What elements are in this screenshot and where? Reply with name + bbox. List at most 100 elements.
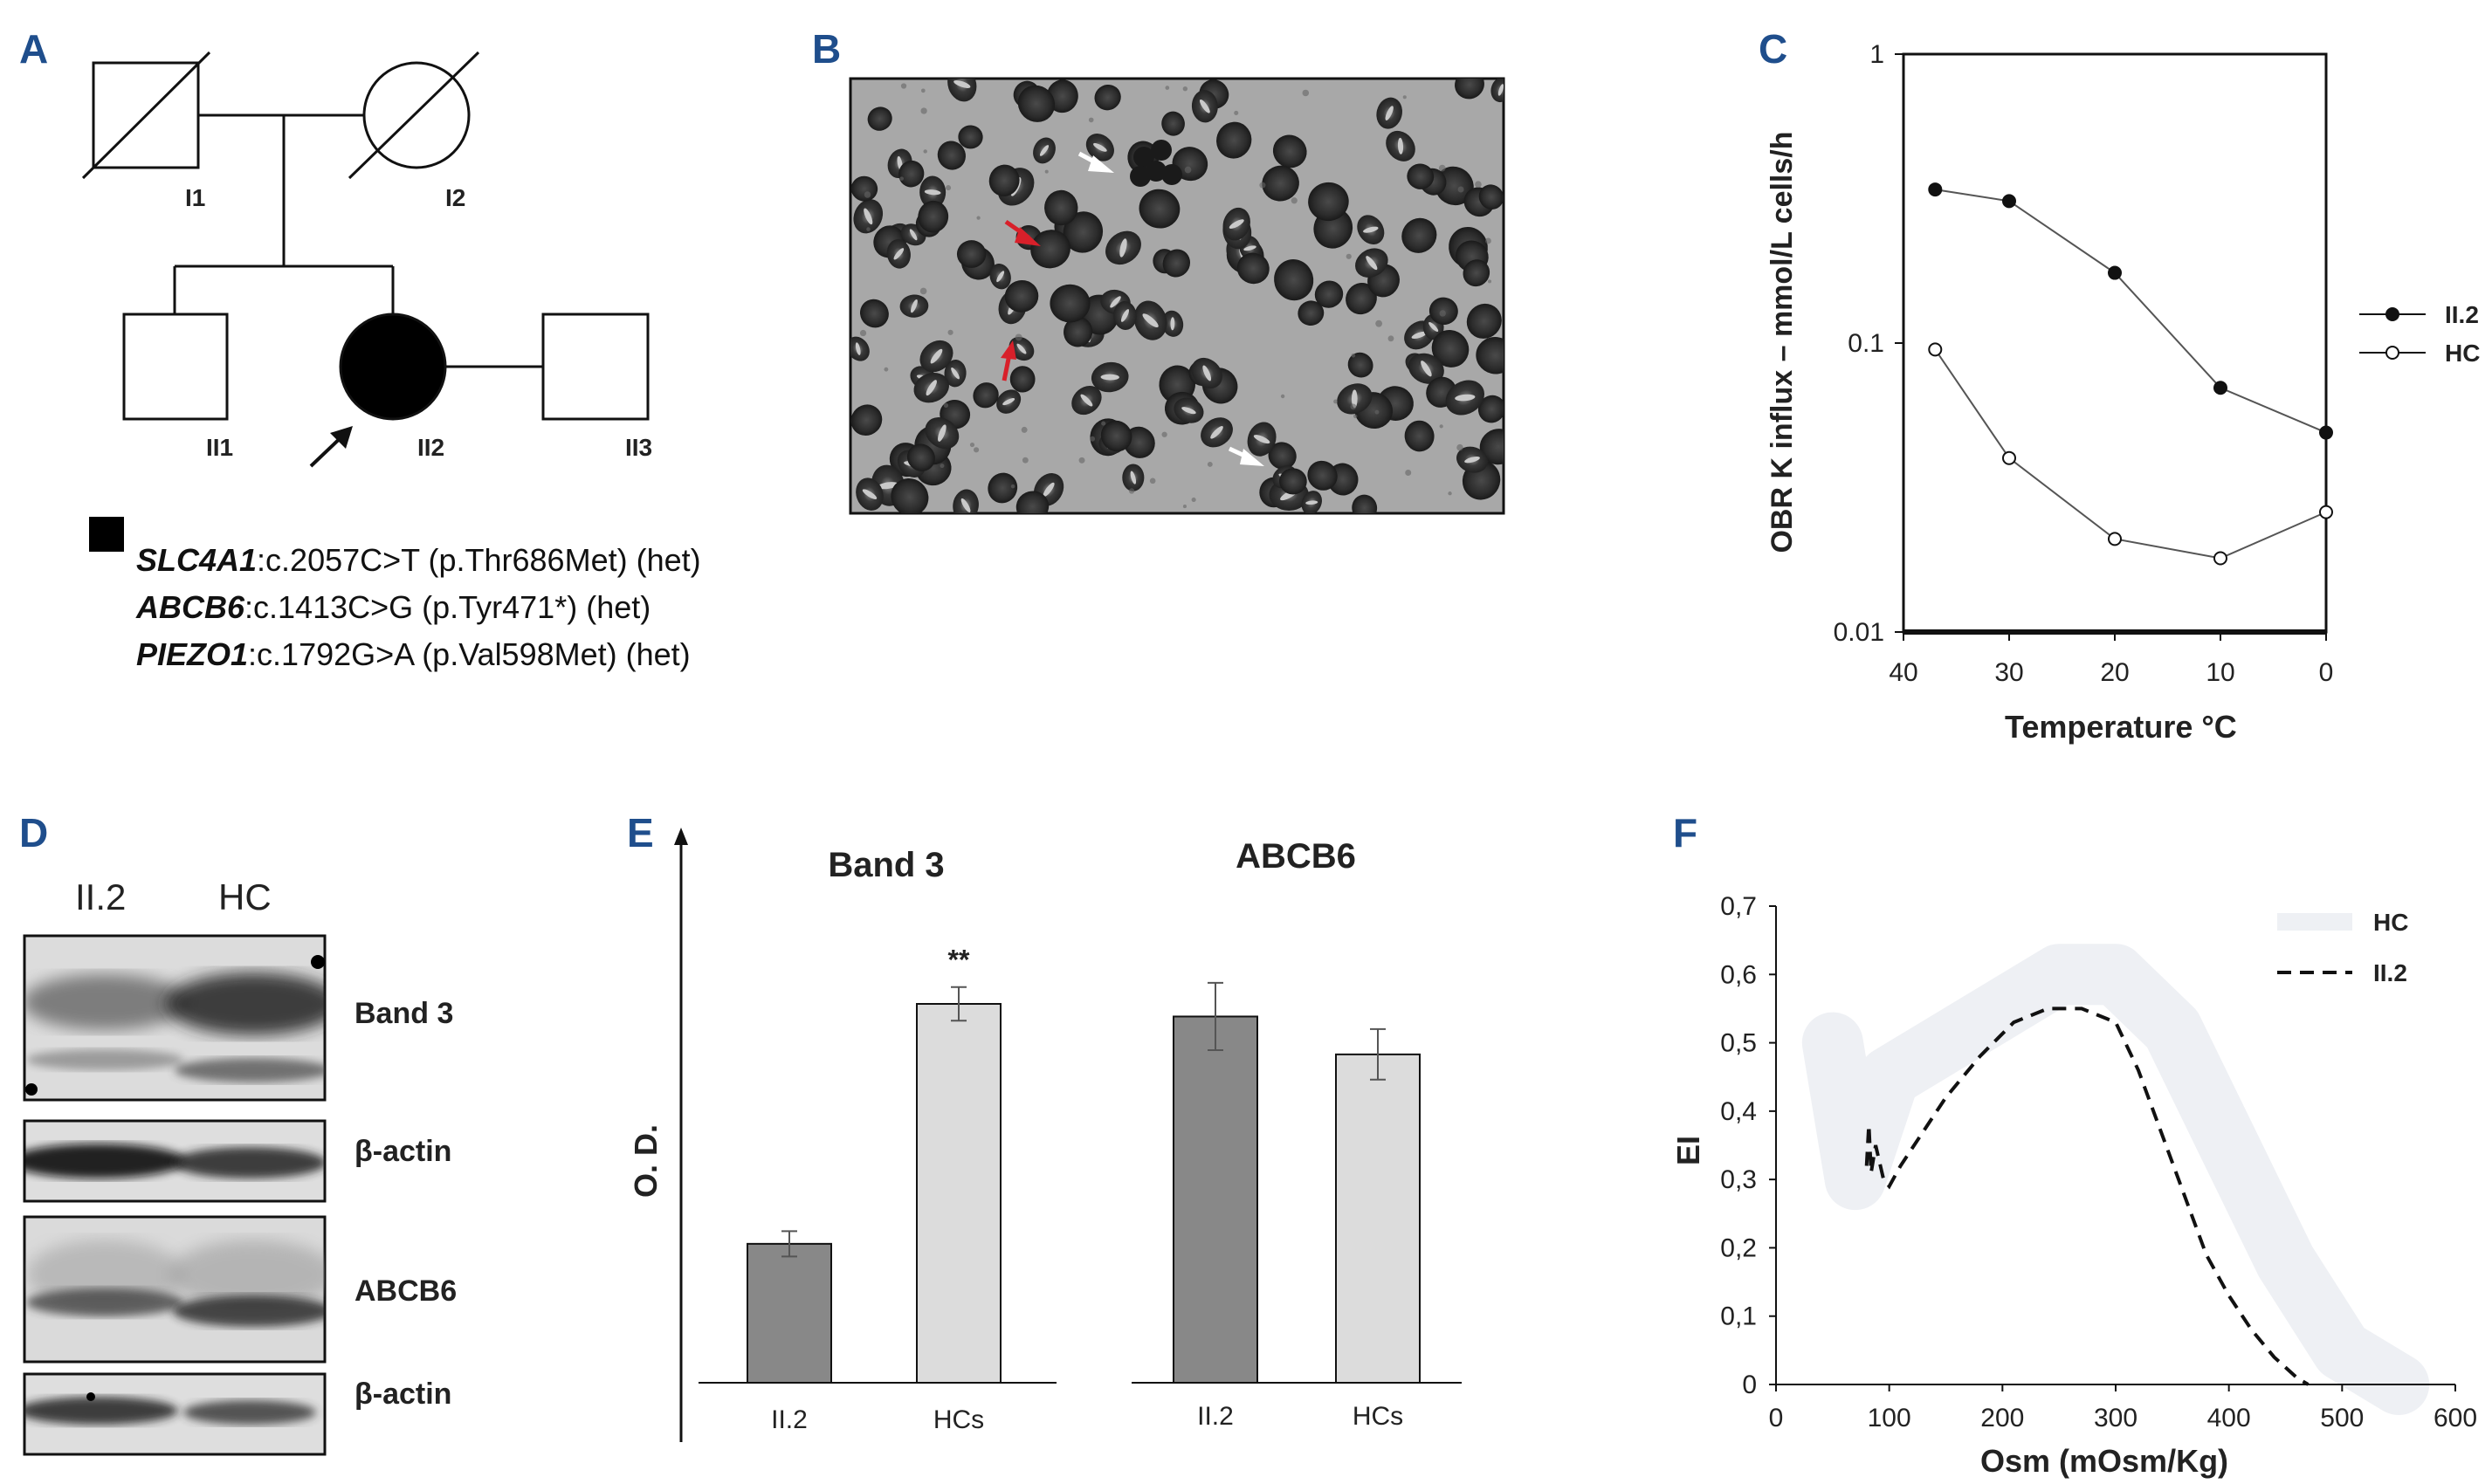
red-blood-cell xyxy=(867,106,892,131)
series-line-hc xyxy=(1934,348,2327,560)
red-blood-cell xyxy=(1017,85,1056,122)
pedigree-proband-ii2 xyxy=(339,313,447,421)
smear-speck xyxy=(1448,491,1452,496)
category-label: HCs xyxy=(1353,1402,1403,1431)
smear-speck xyxy=(866,227,871,231)
smear-speck xyxy=(1351,353,1356,358)
red-blood-cell xyxy=(1009,366,1036,393)
leukocyte-lobe xyxy=(1161,164,1182,185)
label-i1: I1 xyxy=(185,184,205,211)
panel-b: B xyxy=(812,26,1505,515)
x-tick-label: 300 xyxy=(2094,1404,2137,1432)
smear-speck xyxy=(1280,394,1285,399)
smear-speck xyxy=(1090,436,1096,442)
y-tick-label: 0,2 xyxy=(1720,1233,1757,1262)
blot-label-beta-actin-1: β-actin xyxy=(355,1135,451,1168)
variant-line-3: PIEZO1:c.1792G>A (p.Val598Met) (het) xyxy=(136,636,691,672)
x-tick-label: 10 xyxy=(2206,658,2234,687)
label-ii2: II2 xyxy=(417,434,444,461)
chart-f-ylabel: EI xyxy=(1670,1136,1706,1165)
stomatocyte-slit xyxy=(1093,142,1107,152)
chart-e-ylabel: O. D. xyxy=(628,1124,664,1198)
stomatocyte-slit xyxy=(1464,456,1480,464)
panel-label-a: A xyxy=(19,26,48,72)
chart-c-series xyxy=(1928,182,2333,566)
red-blood-cell xyxy=(1162,249,1191,278)
smear-speck xyxy=(900,83,907,89)
panel-f: F 0 100 200 300 400 500 600 0 0,1 0,2 0,3 0,4 0,5 0,6… xyxy=(1670,810,2477,1479)
smear-speck xyxy=(920,107,927,114)
smear-speck xyxy=(1457,186,1464,193)
red-blood-cell xyxy=(1466,303,1502,339)
data-point xyxy=(2002,194,2016,209)
red-blood-cell xyxy=(859,299,889,328)
stomatocyte-slit xyxy=(1181,407,1196,415)
stomatocyte-slit xyxy=(938,424,947,442)
data-point xyxy=(2108,532,2122,546)
bar xyxy=(747,1242,832,1384)
smear-speck xyxy=(899,176,904,181)
stomatocyte-slit xyxy=(926,380,937,396)
panel-label-e: E xyxy=(627,810,654,855)
smear-speck xyxy=(1191,497,1196,503)
stomatocyte-slit xyxy=(1119,238,1127,258)
smear-speck xyxy=(1182,505,1187,509)
stomatocyte-slit xyxy=(878,482,898,490)
chart-c-xlabel: Temperature °C xyxy=(2005,709,2237,745)
stomatocyte-slit xyxy=(1351,389,1358,409)
red-blood-cell xyxy=(1298,300,1325,326)
red-arrow-2 xyxy=(1001,340,1016,381)
y-tick-label: 0,7 xyxy=(1720,892,1757,921)
red-blood-cell xyxy=(1307,460,1338,491)
pedigree-male-ii1 xyxy=(122,313,229,421)
smear-speck xyxy=(923,149,927,154)
data-point xyxy=(1928,342,1943,357)
pedigree-male-ii3 xyxy=(541,313,650,421)
blot-label-band3: Band 3 xyxy=(355,997,453,1030)
stomatocyte-slit xyxy=(1110,296,1121,308)
chart-e-bars: Band 3 II.2 HCs ** ABCB6 II.2 HCs xyxy=(699,837,1462,1434)
y-tick-label: 0.01 xyxy=(1834,618,1884,647)
smear-speck xyxy=(1291,197,1298,204)
red-blood-cell xyxy=(1314,280,1344,308)
stomatocyte-slit xyxy=(960,498,971,513)
stomatocyte-slit xyxy=(996,271,1005,283)
label-i2: I2 xyxy=(445,184,465,211)
smear-speck xyxy=(976,216,981,220)
deceased-slash-i2 xyxy=(348,51,480,180)
stomatocyte-slit xyxy=(1421,361,1432,377)
affected-legend-square xyxy=(89,517,124,552)
category-label: II.2 xyxy=(1197,1402,1234,1431)
red-blood-cell xyxy=(850,175,878,202)
stomatocyte-slit xyxy=(909,229,918,241)
smear-speck xyxy=(920,88,926,93)
stomatocyte-slit xyxy=(1120,309,1130,322)
red-blood-cell xyxy=(1404,420,1435,452)
red-blood-cell xyxy=(1094,84,1121,111)
chart-f-plot: 0 100 200 300 400 500 600 0 0,1 0,2 0,3 0,4 0,5 0,6 0,… xyxy=(1720,892,2477,1432)
red-blood-cell xyxy=(1479,429,1504,465)
stomatocyte-slit xyxy=(911,299,918,313)
smear-speck xyxy=(1484,237,1491,244)
red-blood-cell xyxy=(1279,468,1307,495)
smear-speck xyxy=(1022,457,1029,464)
stomatocyte-slit xyxy=(1100,374,1119,381)
red-blood-cell xyxy=(1100,420,1132,452)
red-blood-cell xyxy=(1015,491,1050,513)
red-blood-cell xyxy=(988,472,1018,504)
red-blood-cell xyxy=(1063,211,1104,253)
data-point xyxy=(2002,450,2016,465)
red-blood-cell xyxy=(1050,284,1091,323)
leukocyte-lobe xyxy=(1130,166,1151,187)
red-blood-cell xyxy=(1401,217,1437,253)
red-blood-cell xyxy=(1455,79,1484,100)
red-blood-cell xyxy=(1272,134,1307,168)
chart-c-ylabel: OBR K influx – mmol/L cells/h xyxy=(1766,131,1799,553)
red-blood-cell xyxy=(1347,352,1373,378)
series-band-hc xyxy=(1801,944,2430,1415)
stomatocyte-slit xyxy=(924,189,941,196)
red-blood-cell xyxy=(1274,259,1314,301)
smear-speck xyxy=(1438,164,1446,172)
stomatocyte-slit xyxy=(1497,84,1504,96)
smear-speck xyxy=(1439,424,1443,429)
